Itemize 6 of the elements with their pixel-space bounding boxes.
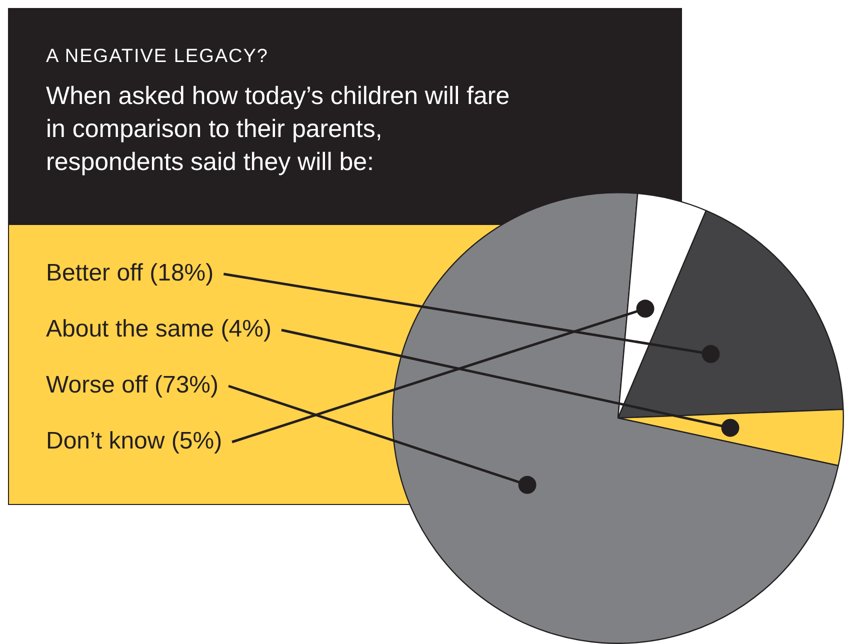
- chart-title: A NEGATIVE LEGACY?: [46, 46, 269, 68]
- chart-subtitle: When asked how today’s children will fare in comparison to their parents, respondents said they will be:: [46, 81, 511, 178]
- slice-label: Don’t know (5%): [46, 428, 222, 455]
- slice-label: Worse off (73%): [46, 372, 219, 399]
- slice-label: Better off (18%): [46, 260, 214, 287]
- slice-label: About the same (4%): [46, 316, 272, 343]
